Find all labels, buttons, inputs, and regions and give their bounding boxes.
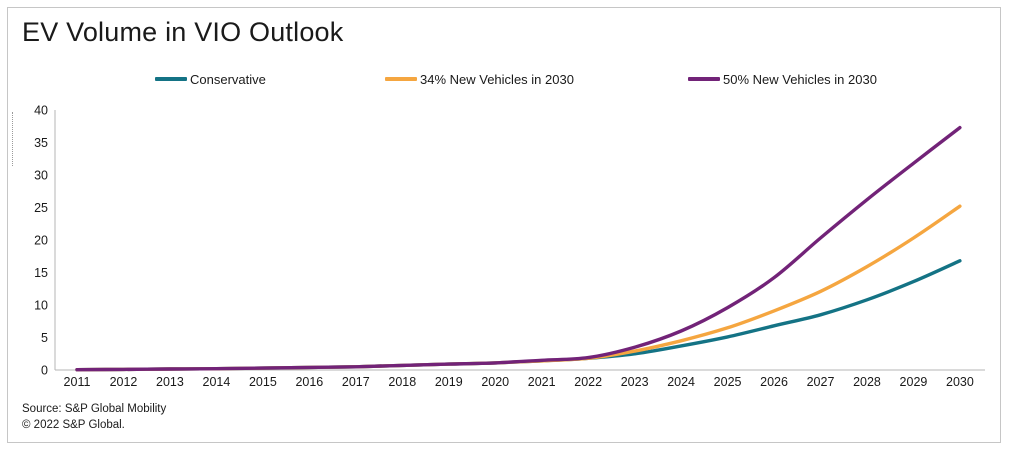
x-tick-label: 2020: [481, 375, 509, 389]
legend-label: 50% New Vehicles in 2030: [723, 71, 877, 87]
x-tick-label: 2026: [760, 375, 788, 389]
y-tick-label: 0: [41, 364, 48, 378]
y-tick-label: 40: [34, 104, 48, 118]
y-tick-label: 30: [34, 169, 48, 183]
x-tick-label: 2018: [388, 375, 416, 389]
x-tick-label: 2013: [156, 375, 184, 389]
x-tick-label: 2019: [435, 375, 463, 389]
y-tick-label: 15: [34, 266, 48, 280]
x-tick-label: 2027: [807, 375, 835, 389]
legend-item-34pct: 34% New Vehicles in 2030: [385, 71, 574, 87]
x-tick-label: 2024: [667, 375, 695, 389]
legend-swatch-34pct: [385, 77, 417, 81]
series-line-2: [75, 125, 962, 372]
y-tick-label: 25: [34, 201, 48, 215]
x-tick-label: 2014: [203, 375, 231, 389]
legend-label: Conservative: [190, 71, 266, 87]
copyright-note: © 2022 S&P Global.: [22, 419, 125, 431]
y-tick-label: 35: [34, 136, 48, 150]
legend-swatch-conservative: [155, 77, 187, 81]
legend-swatch-50pct: [688, 77, 720, 81]
x-tick-label: 2030: [946, 375, 974, 389]
y-tick-label: 20: [34, 234, 48, 248]
chart-legend: Conservative 34% New Vehicles in 2030 50…: [0, 71, 1009, 87]
legend-item-conservative: Conservative: [155, 71, 266, 87]
x-tick-label: 2015: [249, 375, 277, 389]
y-tick-label: 5: [41, 331, 48, 345]
x-tick-label: 2021: [528, 375, 556, 389]
y-tick-label: 10: [34, 299, 48, 313]
chart-footer: Source: S&P Global Mobility © 2022 S&P G…: [22, 401, 166, 433]
series-line-0: [75, 259, 962, 372]
source-note: Source: S&P Global Mobility: [22, 403, 167, 415]
axis-dotted-mark: [12, 112, 13, 166]
x-tick-label: 2029: [900, 375, 928, 389]
x-tick-label: 2028: [853, 375, 881, 389]
x-tick-label: 2017: [342, 375, 370, 389]
x-tick-label: 2023: [621, 375, 649, 389]
x-tick-label: 2011: [64, 375, 91, 389]
chart-title: EV Volume in VIO Outlook: [22, 17, 344, 47]
legend-item-50pct: 50% New Vehicles in 2030: [688, 71, 877, 87]
legend-label: 34% New Vehicles in 2030: [420, 71, 574, 87]
x-tick-label: 2012: [110, 375, 138, 389]
x-tick-label: 2022: [574, 375, 602, 389]
x-tick-label: 2016: [295, 375, 323, 389]
x-tick-label: 2025: [714, 375, 742, 389]
